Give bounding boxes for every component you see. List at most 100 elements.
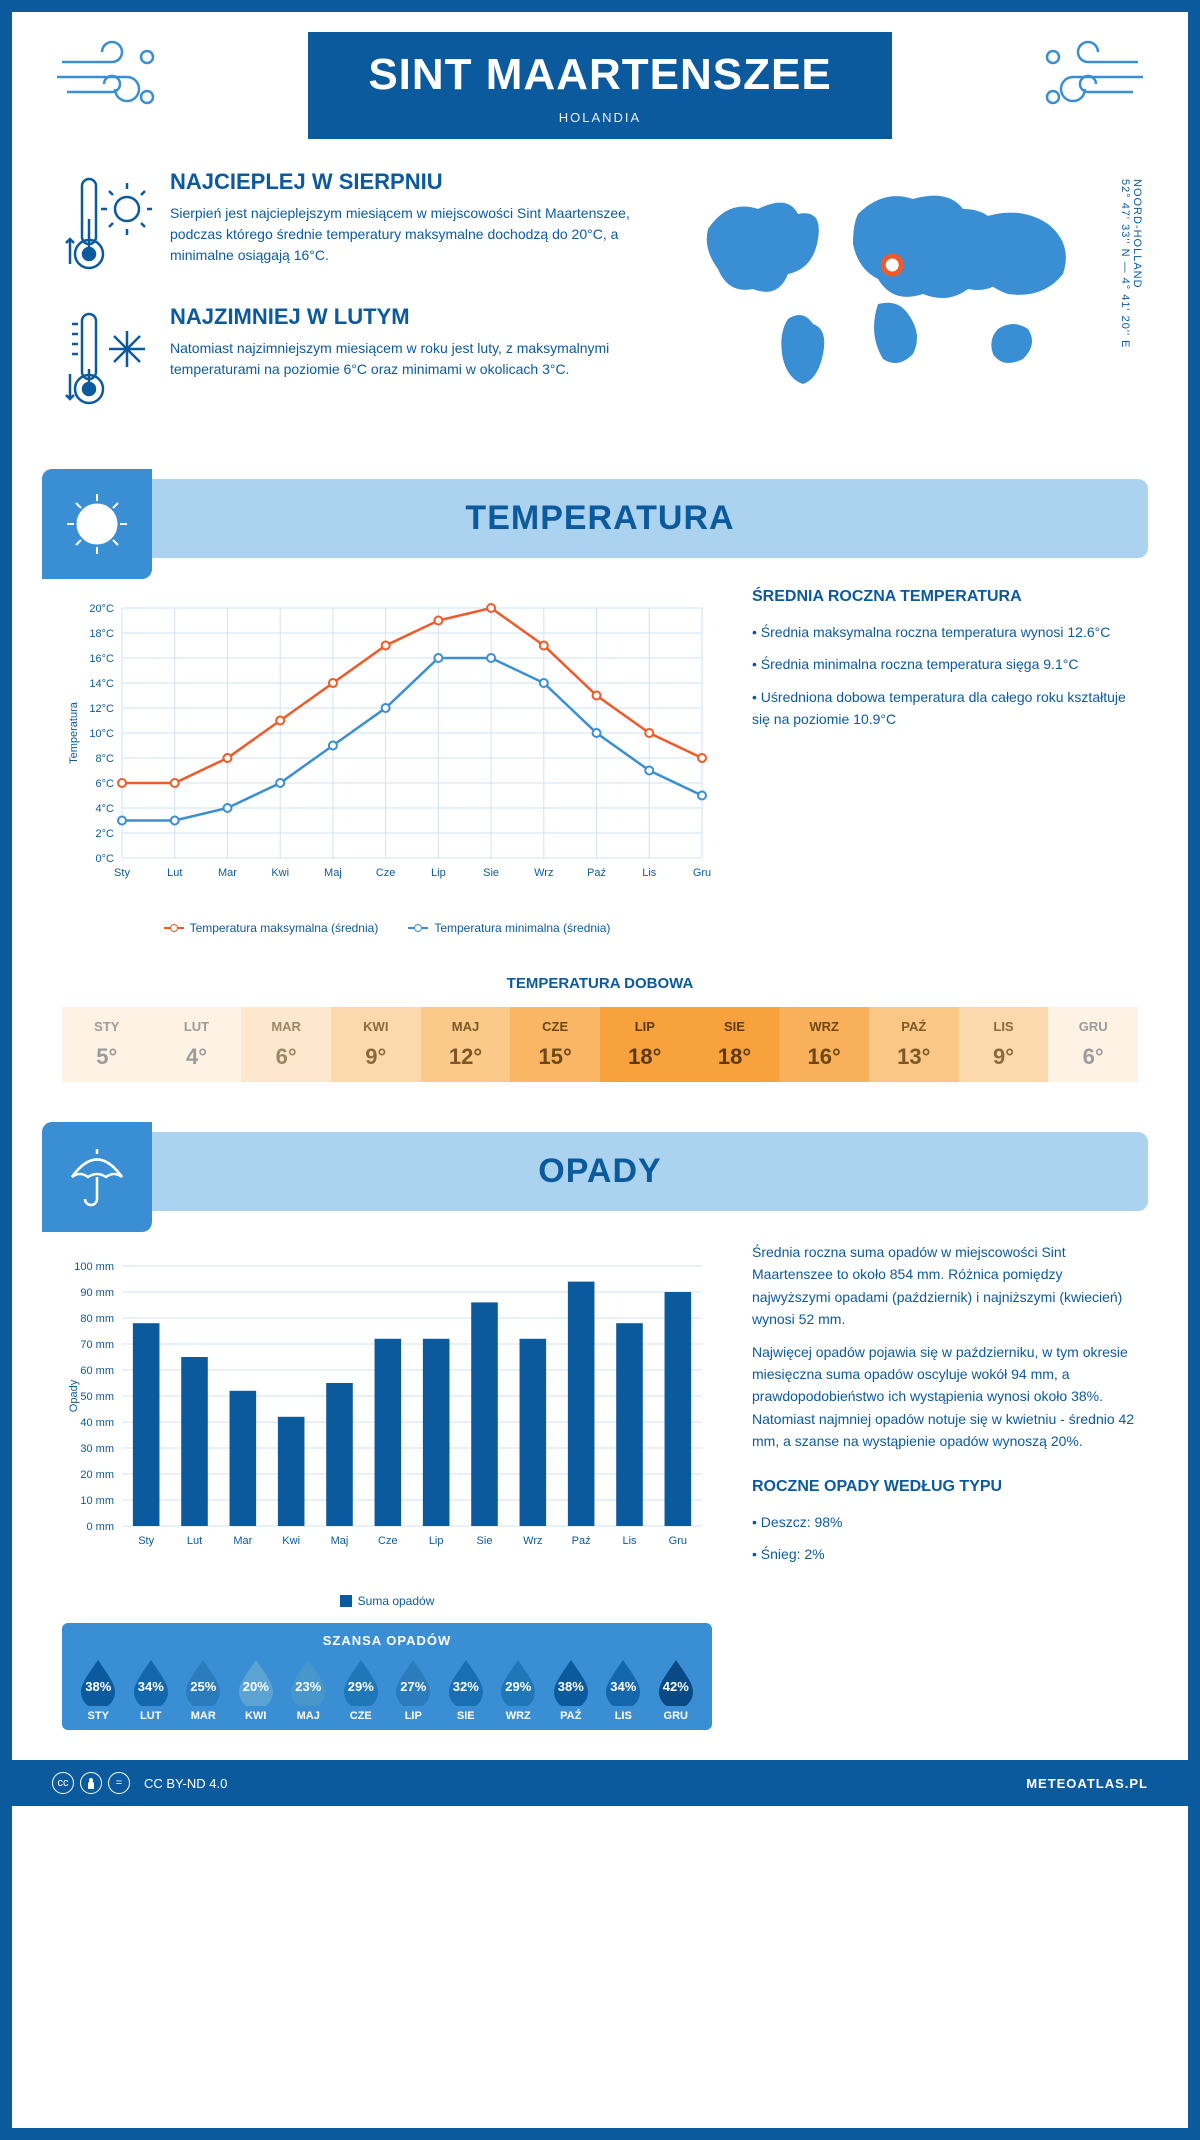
- precip-section-header: OPADY: [52, 1132, 1148, 1211]
- svg-text:Maj: Maj: [331, 1535, 349, 1547]
- svg-text:10°C: 10°C: [89, 728, 114, 740]
- daily-cell: MAJ12°: [421, 1007, 511, 1082]
- svg-text:90 mm: 90 mm: [80, 1287, 114, 1299]
- temp-section-header: TEMPERATURA: [52, 479, 1148, 558]
- temp-chart-area: 0°C2°C4°C6°C8°C10°C12°C14°C16°C18°C20°CS…: [62, 588, 712, 935]
- country-label: HOLANDIA: [368, 110, 831, 125]
- svg-text:Opady: Opady: [68, 1379, 80, 1412]
- svg-text:Sie: Sie: [477, 1535, 493, 1547]
- world-map-icon: [678, 169, 1098, 409]
- svg-text:Gru: Gru: [693, 867, 711, 879]
- thermometer-sun-icon: [62, 169, 152, 279]
- infographic-page: SINT MAARTENSZEE HOLANDIA: [0, 0, 1200, 2140]
- chance-drop: 34% LIS: [599, 1658, 648, 1722]
- temp-title: TEMPERATURA: [52, 499, 1148, 538]
- precip-title: OPADY: [52, 1152, 1148, 1191]
- svg-text:Lip: Lip: [431, 867, 446, 879]
- title-banner: SINT MAARTENSZEE HOLANDIA: [308, 32, 891, 139]
- daily-cell: LUT4°: [152, 1007, 242, 1082]
- svg-text:Sie: Sie: [483, 867, 499, 879]
- daily-cell: GRU6°: [1048, 1007, 1138, 1082]
- chance-title: SZANSA OPADÓW: [74, 1633, 700, 1648]
- intro-left: NAJCIEPLEJ W SIERPNIU Sierpień jest najc…: [62, 169, 648, 439]
- footer: cc = CC BY-ND 4.0 METEOATLAS.PL: [12, 1760, 1188, 1806]
- nd-icon: =: [108, 1772, 130, 1794]
- temp-bullet: Średnia minimalna roczna temperatura się…: [752, 653, 1138, 675]
- temperature-line-chart: 0°C2°C4°C6°C8°C10°C12°C14°C16°C18°C20°CS…: [62, 588, 712, 908]
- intro-section: NAJCIEPLEJ W SIERPNIU Sierpień jest najc…: [12, 139, 1188, 459]
- svg-text:Lip: Lip: [429, 1535, 444, 1547]
- legend-max: .legend-item:nth-child(1) .legend-swatch…: [164, 921, 379, 935]
- warm-text: NAJCIEPLEJ W SIERPNIU Sierpień jest najc…: [170, 169, 648, 279]
- temp-side: ŚREDNIA ROCZNA TEMPERATURA Średnia maksy…: [752, 588, 1138, 935]
- chance-drop: 25% MAR: [179, 1658, 228, 1722]
- warm-block: NAJCIEPLEJ W SIERPNIU Sierpień jest najc…: [62, 169, 648, 279]
- coordinates: NOORD-HOLLAND 52° 47' 33'' N — 4° 41' 20…: [1119, 179, 1143, 348]
- daily-cell: LIS9°: [959, 1007, 1049, 1082]
- svg-text:Kwi: Kwi: [282, 1535, 300, 1547]
- lat-label: 52° 47' 33'' N: [1119, 179, 1131, 258]
- svg-text:6°C: 6°C: [96, 778, 115, 790]
- svg-text:Wrz: Wrz: [534, 867, 553, 879]
- types-title: ROCZNE OPADY WEDŁUG TYPU: [752, 1478, 1138, 1496]
- precipitation-bar-chart: 0 mm10 mm20 mm30 mm40 mm50 mm60 mm70 mm8…: [62, 1241, 712, 1581]
- daily-cell: STY5°: [62, 1007, 152, 1082]
- svg-text:0°C: 0°C: [96, 853, 115, 865]
- chance-drop: 29% WRZ: [494, 1658, 543, 1722]
- chance-drop: 27% LIP: [389, 1658, 438, 1722]
- temp-legend: .legend-item:nth-child(1) .legend-swatch…: [62, 921, 712, 935]
- precip-legend: Suma opadów: [62, 1594, 712, 1608]
- svg-text:Cze: Cze: [378, 1535, 398, 1547]
- temp-daily: TEMPERATURA DOBOWA STY5°LUT4°MAR6°KWI9°M…: [12, 965, 1188, 1112]
- temp-bullet: Uśredniona dobowa temperatura dla całego…: [752, 686, 1138, 731]
- precip-type: Śnieg: 2%: [752, 1543, 1138, 1565]
- cold-desc: Natomiast najzimniejszym miesiącem w rok…: [170, 338, 648, 380]
- temp-side-title: ŚREDNIA ROCZNA TEMPERATURA: [752, 588, 1138, 606]
- svg-text:50 mm: 50 mm: [80, 1391, 114, 1403]
- legend-max-label: Temperatura maksymalna (średnia): [190, 921, 379, 935]
- daily-cell: MAR6°: [241, 1007, 331, 1082]
- precip-type: Deszcz: 98%: [752, 1511, 1138, 1533]
- daily-cell: PAŹ13°: [869, 1007, 959, 1082]
- warm-desc: Sierpień jest najcieplejszym miesiącem w…: [170, 203, 648, 266]
- svg-text:Temperatura: Temperatura: [68, 701, 80, 764]
- svg-text:8°C: 8°C: [96, 753, 115, 765]
- chance-drop: 32% SIE: [442, 1658, 491, 1722]
- svg-text:Kwi: Kwi: [271, 867, 289, 879]
- svg-text:16°C: 16°C: [89, 653, 114, 665]
- svg-text:14°C: 14°C: [89, 678, 114, 690]
- cc-icon: cc: [52, 1772, 74, 1794]
- map-block: NOORD-HOLLAND 52° 47' 33'' N — 4° 41' 20…: [678, 169, 1138, 439]
- legend-min-label: Temperatura minimalna (średnia): [434, 921, 610, 935]
- header: SINT MAARTENSZEE HOLANDIA: [12, 12, 1188, 139]
- chance-drop: 29% CZE: [337, 1658, 386, 1722]
- temp-bullets: Średnia maksymalna roczna temperatura wy…: [752, 621, 1138, 731]
- precip-para2: Najwięcej opadów pojawia się w październ…: [752, 1341, 1138, 1453]
- svg-text:Mar: Mar: [233, 1535, 252, 1547]
- svg-text:0 mm: 0 mm: [87, 1521, 115, 1533]
- precip-content: 0 mm10 mm20 mm30 mm40 mm50 mm60 mm70 mm8…: [12, 1211, 1188, 1760]
- svg-text:Lut: Lut: [167, 867, 182, 879]
- svg-text:Cze: Cze: [376, 867, 396, 879]
- svg-text:30 mm: 30 mm: [80, 1443, 114, 1455]
- cold-block: NAJZIMNIEJ W LUTYM Natomiast najzimniejs…: [62, 304, 648, 414]
- svg-text:80 mm: 80 mm: [80, 1313, 114, 1325]
- svg-text:Mar: Mar: [218, 867, 237, 879]
- svg-text:Lut: Lut: [187, 1535, 202, 1547]
- svg-text:Maj: Maj: [324, 867, 342, 879]
- warm-title: NAJCIEPLEJ W SIERPNIU: [170, 169, 648, 195]
- svg-text:10 mm: 10 mm: [80, 1495, 114, 1507]
- svg-text:Sty: Sty: [138, 1535, 154, 1547]
- by-icon: [80, 1772, 102, 1794]
- svg-text:Wrz: Wrz: [523, 1535, 542, 1547]
- svg-text:40 mm: 40 mm: [80, 1417, 114, 1429]
- precip-side: Średnia roczna suma opadów w miejscowośc…: [752, 1241, 1138, 1730]
- chance-box: SZANSA OPADÓW 38% STY 34% LUT 25% MAR 20…: [62, 1623, 712, 1730]
- svg-text:70 mm: 70 mm: [80, 1339, 114, 1351]
- svg-text:Gru: Gru: [669, 1535, 687, 1547]
- daily-cell: LIP18°: [600, 1007, 690, 1082]
- wind-icon-right: [1028, 32, 1148, 122]
- umbrella-section-icon: [42, 1122, 152, 1232]
- daily-grid: STY5°LUT4°MAR6°KWI9°MAJ12°CZE15°LIP18°SI…: [62, 1007, 1138, 1082]
- svg-text:2°C: 2°C: [96, 828, 115, 840]
